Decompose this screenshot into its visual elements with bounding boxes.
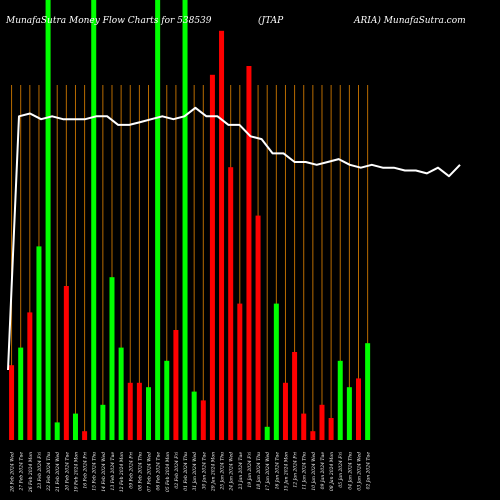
x-tick-label: 27 Feb 2024 Tue xyxy=(19,452,25,492)
x-tick-label: 23 Feb 2024 Fri xyxy=(37,451,43,489)
x-tick-label: 16 Jan 2024 Tue xyxy=(274,452,280,490)
flow-bar xyxy=(109,277,115,440)
chart-title-mid: (JTAP xyxy=(258,15,284,26)
x-tick-label: 09 Jan 2024 Tue xyxy=(320,452,326,490)
flow-bar xyxy=(282,382,288,440)
x-tick-label: 18 Jan 2024 Thu xyxy=(256,452,262,490)
flow-bar xyxy=(228,167,234,440)
x-tick-label: 06 Feb 2024 Tue xyxy=(156,452,162,491)
flow-bar xyxy=(264,426,270,440)
chart-title-right: ARIA) MunafaSutra.com xyxy=(353,15,466,26)
flow-bar xyxy=(100,404,106,440)
flow-bar xyxy=(310,431,316,440)
x-tick-label: 15 Feb 2024 Thu xyxy=(92,452,98,491)
flow-bar xyxy=(209,74,215,441)
flow-bar xyxy=(27,312,33,440)
flow-bar xyxy=(191,391,197,440)
x-tick-label: 26 Feb 2024 Mon xyxy=(28,452,34,493)
x-tick-label: 12 Feb 2024 Mon xyxy=(119,452,125,492)
flow-bar xyxy=(173,330,179,440)
flow-bar xyxy=(273,303,279,440)
flow-bar xyxy=(155,0,161,440)
x-tick-label: 02 Jan 2024 Tue xyxy=(366,452,372,490)
flow-bar xyxy=(45,0,51,440)
x-tick-label: 30 Jan 2024 Tue xyxy=(201,452,207,490)
flow-bar xyxy=(337,360,343,440)
flow-bar xyxy=(82,431,88,440)
x-tick-label: 07 Feb 2024 Wed xyxy=(147,452,153,492)
flow-bar xyxy=(54,422,60,440)
x-tick-label: 16 Feb 2024 Fri xyxy=(83,451,89,488)
flow-bar xyxy=(346,387,352,440)
price-line-group xyxy=(7,106,461,371)
flow-bar xyxy=(319,404,325,440)
x-tick-label: 12 Jan 2024 Fri xyxy=(293,451,299,487)
flow-bar xyxy=(328,418,334,440)
x-tick-label: 19 Feb 2024 Mon xyxy=(74,452,80,492)
x-tick-label: 29 Jan 2024 Mon xyxy=(210,452,216,492)
x-tick-label: 04 Jan 2024 Thu xyxy=(347,452,353,490)
flow-bar xyxy=(72,413,78,440)
chart-title-left: MunafaSutra Money Flow Charts for 538539 xyxy=(5,16,212,26)
flow-bar xyxy=(301,413,307,440)
flow-bar xyxy=(365,343,371,440)
flow-bar xyxy=(9,365,15,440)
flow-bar xyxy=(292,352,298,440)
x-tick-label: 23 Jan 2024 Tue xyxy=(238,452,244,491)
x-tick-label: 01 Feb 2024 Thu xyxy=(183,452,189,491)
x-tick-label: 15 Jan 2024 Mon xyxy=(284,452,290,491)
x-tick-label: 24 Jan 2024 Wed xyxy=(229,452,235,492)
x-tick-label: 09 Feb 2024 Fri xyxy=(128,451,134,488)
flow-bar xyxy=(63,286,69,440)
x-tick-label: 21 Feb 2024 Wed xyxy=(55,452,61,493)
x-tick-label: 05 Jan 2024 Fri xyxy=(338,451,344,487)
x-tick-labels: 28 Feb 2024 Wed 27 Feb 2024 Tue 26 Feb 202… xyxy=(10,451,372,493)
flow-bar xyxy=(18,347,24,440)
x-tick-label: 28 Feb 2024 Wed xyxy=(10,452,16,493)
flow-bar xyxy=(255,215,261,440)
x-tick-label: 10 Jan 2024 Wed xyxy=(311,452,317,491)
x-tick-label: 25 Jan 2024 Thu xyxy=(220,452,226,491)
flow-bar xyxy=(219,30,225,441)
x-tick-label: 08 Jan 2024 Mon xyxy=(329,452,335,491)
x-tick-label: 02 Feb 2024 Fri xyxy=(174,451,180,488)
x-tick-label: 03 Jan 2024 Wed xyxy=(357,452,363,491)
flow-bar xyxy=(356,378,362,440)
flow-bar xyxy=(146,387,152,440)
x-tick-label: 14 Feb 2024 Wed xyxy=(101,452,107,492)
price-line xyxy=(7,106,461,371)
flow-bar xyxy=(36,246,42,440)
bars xyxy=(9,0,371,441)
x-tick-label: 22 Feb 2024 Thu xyxy=(46,452,52,492)
flow-bar xyxy=(246,66,252,440)
x-tick-label: 31 Jan 2024 Wed xyxy=(192,452,198,491)
flow-bar xyxy=(118,347,124,440)
flow-bar xyxy=(127,382,133,440)
x-tick-label: 17 Jan 2024 Wed xyxy=(265,452,271,491)
x-tick-label: 13 Feb 2024 Tue xyxy=(110,452,116,491)
x-tick-label: 08 Feb 2024 Thu xyxy=(137,452,143,491)
flow-bar xyxy=(200,400,206,440)
flow-bar xyxy=(164,360,170,440)
flow-bar xyxy=(91,0,97,440)
flow-bar xyxy=(237,303,243,440)
x-tick-label: 19 Jan 2024 Fri xyxy=(247,451,253,487)
x-tick-label: 20 Feb 2024 Tue xyxy=(64,452,70,492)
x-tick-label: 05 Feb 2024 Mon xyxy=(165,452,171,492)
x-tick-label: 11 Jan 2024 Thu xyxy=(302,452,308,490)
flow-bar xyxy=(182,0,188,440)
flow-bar xyxy=(136,382,142,440)
